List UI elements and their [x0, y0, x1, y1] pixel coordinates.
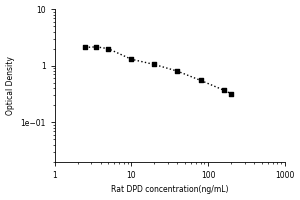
Point	[94, 45, 99, 48]
Point	[175, 70, 180, 73]
Point	[129, 58, 134, 61]
Y-axis label: Optical Density: Optical Density	[6, 56, 15, 115]
Point	[83, 46, 88, 49]
Point	[106, 47, 111, 50]
X-axis label: Rat DPD concentration(ng/mL): Rat DPD concentration(ng/mL)	[111, 185, 228, 194]
Point	[152, 63, 157, 66]
Point	[198, 79, 203, 82]
Point	[229, 92, 233, 95]
Point	[221, 89, 226, 92]
